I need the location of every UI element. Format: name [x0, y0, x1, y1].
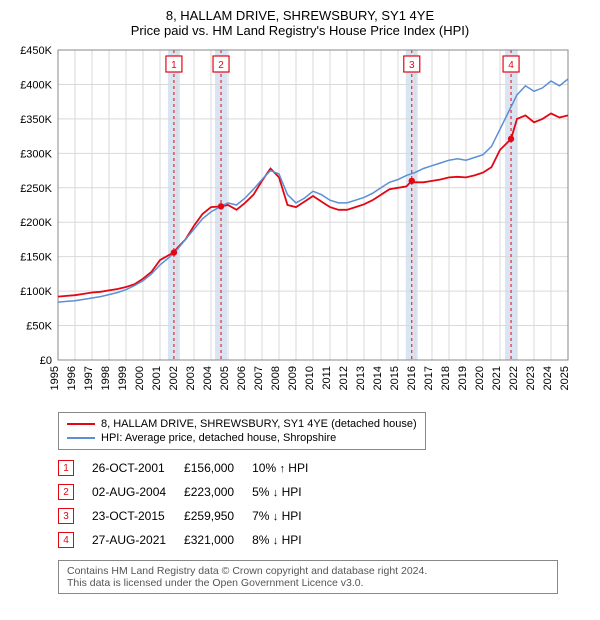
x-tick-label: 2021	[491, 366, 503, 390]
x-tick-label: 2023	[525, 366, 537, 390]
table-row: 1 26-OCT-2001£156,00010% ↑ HPI	[58, 456, 326, 480]
attribution-footer: Contains HM Land Registry data © Crown c…	[58, 560, 558, 594]
footer-line-1: Contains HM Land Registry data © Crown c…	[67, 565, 549, 577]
title-line-1: 8, HALLAM DRIVE, SHREWSBURY, SY1 4YE	[8, 8, 592, 23]
y-tick-label: £250K	[20, 183, 52, 195]
x-tick-label: 2000	[134, 366, 146, 390]
transaction-price: £223,000	[184, 480, 252, 504]
marker-label-text: 4	[508, 60, 514, 71]
x-tick-label: 2004	[202, 366, 214, 390]
chart-legend: 8, HALLAM DRIVE, SHREWSBURY, SY1 4YE (de…	[58, 412, 426, 450]
y-tick-label: £200K	[20, 217, 52, 229]
legend-item: 8, HALLAM DRIVE, SHREWSBURY, SY1 4YE (de…	[67, 417, 417, 431]
marker-point	[171, 249, 177, 255]
transaction-date: 26-OCT-2001	[92, 456, 184, 480]
x-tick-label: 2005	[219, 366, 231, 390]
transaction-price: £259,950	[184, 504, 252, 528]
marker-label-text: 1	[171, 60, 177, 71]
marker-label-text: 3	[409, 60, 415, 71]
x-tick-label: 1998	[100, 366, 112, 390]
legend-swatch	[67, 423, 95, 425]
transaction-date: 27-AUG-2021	[92, 528, 184, 552]
chart-container: 1 2 3 4 £0 £50K £100K £150K £200K £250K £300K £350K…	[8, 44, 592, 404]
y-tick-label: £100K	[20, 286, 52, 298]
x-tick-label: 2011	[321, 366, 333, 390]
transaction-delta: 7% ↓ HPI	[252, 504, 326, 528]
transaction-price: £321,000	[184, 528, 252, 552]
x-tick-label: 2020	[474, 366, 486, 390]
y-tick-label: £400K	[20, 79, 52, 91]
marker-point	[409, 178, 415, 184]
transaction-date: 02-AUG-2004	[92, 480, 184, 504]
transaction-marker: 4	[58, 532, 74, 548]
y-tick-label: £450K	[20, 45, 52, 57]
x-tick-label: 2013	[355, 366, 367, 390]
transactions-table: 1 26-OCT-2001£156,00010% ↑ HPI 2 02-AUG-200…	[58, 456, 326, 552]
y-tick-label: £0	[40, 355, 52, 367]
title-line-2: Price paid vs. HM Land Registry's House …	[8, 23, 592, 38]
x-tick-label: 1997	[83, 366, 95, 390]
legend-label: HPI: Average price, detached house, Shro…	[101, 432, 336, 444]
footer-line-2: This data is licensed under the Open Gov…	[67, 577, 549, 589]
transaction-price: £156,000	[184, 456, 252, 480]
x-tick-label: 2009	[287, 366, 299, 390]
y-tick-label: £300K	[20, 148, 52, 160]
y-tick-label: £150K	[20, 252, 52, 264]
x-tick-label: 1996	[66, 366, 78, 390]
legend-item: HPI: Average price, detached house, Shro…	[67, 431, 417, 445]
x-tick-label: 2012	[338, 366, 350, 390]
x-tick-label: 2014	[372, 366, 384, 390]
x-tick-label: 2022	[508, 366, 520, 390]
x-tick-label: 2010	[304, 366, 316, 390]
x-tick-label: 2015	[389, 366, 401, 390]
legend-swatch	[67, 437, 95, 439]
x-tick-label: 2024	[542, 366, 554, 390]
x-tick-label: 2006	[236, 366, 248, 390]
price-chart: 1 2 3 4 £0 £50K £100K £150K £200K £250K £300K £350K…	[8, 44, 592, 404]
transaction-delta: 8% ↓ HPI	[252, 528, 326, 552]
transaction-date: 23-OCT-2015	[92, 504, 184, 528]
transaction-delta: 10% ↑ HPI	[252, 456, 326, 480]
x-tick-label: 2007	[253, 366, 265, 390]
chart-title-block: 8, HALLAM DRIVE, SHREWSBURY, SY1 4YE Pri…	[8, 8, 592, 38]
transaction-marker: 1	[58, 460, 74, 476]
legend-label: 8, HALLAM DRIVE, SHREWSBURY, SY1 4YE (de…	[101, 418, 417, 430]
table-row: 3 23-OCT-2015£259,9507% ↓ HPI	[58, 504, 326, 528]
x-tick-label: 2018	[440, 366, 452, 390]
x-tick-label: 2016	[406, 366, 418, 390]
x-tick-label: 2003	[185, 366, 197, 390]
x-tick-label: 2002	[168, 366, 180, 390]
marker-point	[218, 203, 224, 209]
marker-label-text: 2	[218, 60, 224, 71]
x-tick-label: 1995	[49, 366, 61, 390]
x-tick-label: 2017	[423, 366, 435, 390]
y-tick-label: £350K	[20, 114, 52, 126]
y-tick-label: £50K	[26, 321, 52, 333]
table-row: 4 27-AUG-2021£321,0008% ↓ HPI	[58, 528, 326, 552]
x-tick-label: 2025	[559, 366, 571, 390]
table-row: 2 02-AUG-2004£223,0005% ↓ HPI	[58, 480, 326, 504]
transaction-marker: 3	[58, 508, 74, 524]
transaction-delta: 5% ↓ HPI	[252, 480, 326, 504]
x-tick-label: 2019	[457, 366, 469, 390]
transaction-marker: 2	[58, 484, 74, 500]
x-tick-label: 2008	[270, 366, 282, 390]
x-tick-label: 2001	[151, 366, 163, 390]
x-tick-label: 1999	[117, 366, 129, 390]
marker-point	[508, 136, 514, 142]
